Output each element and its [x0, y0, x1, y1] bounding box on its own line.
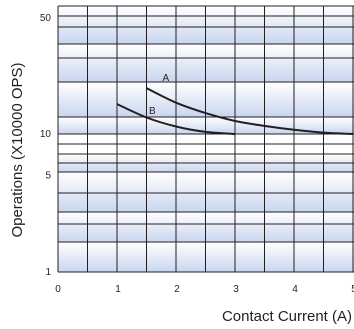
y-tick-label: 1	[45, 267, 51, 278]
x-tick-labels: 0 1 2 3 4 5	[55, 284, 354, 295]
series-label-b: B	[149, 106, 156, 117]
series-layer: AB	[116, 73, 354, 135]
x-tick-label: 3	[233, 284, 239, 295]
y-tick-label: 5	[45, 171, 51, 182]
x-axis-title: Contact Current (A)	[222, 308, 352, 325]
x-tick-label: 4	[292, 284, 298, 295]
grid-lines	[57, 5, 354, 273]
y-tick-label: 50	[40, 13, 52, 24]
series-line-a	[146, 87, 354, 135]
y-axis-title: Operations (X10000 OPS)	[9, 62, 26, 237]
y-tick-labels: 1 5 10 50	[40, 13, 52, 278]
x-tick-label: 2	[174, 284, 180, 295]
x-tick-label: 5	[351, 284, 354, 295]
series-label-a: A	[163, 73, 170, 84]
y-tick-label: 10	[40, 129, 52, 140]
x-tick-label: 0	[55, 284, 61, 295]
x-tick-label: 1	[115, 284, 121, 295]
series-line-b	[116, 103, 236, 135]
